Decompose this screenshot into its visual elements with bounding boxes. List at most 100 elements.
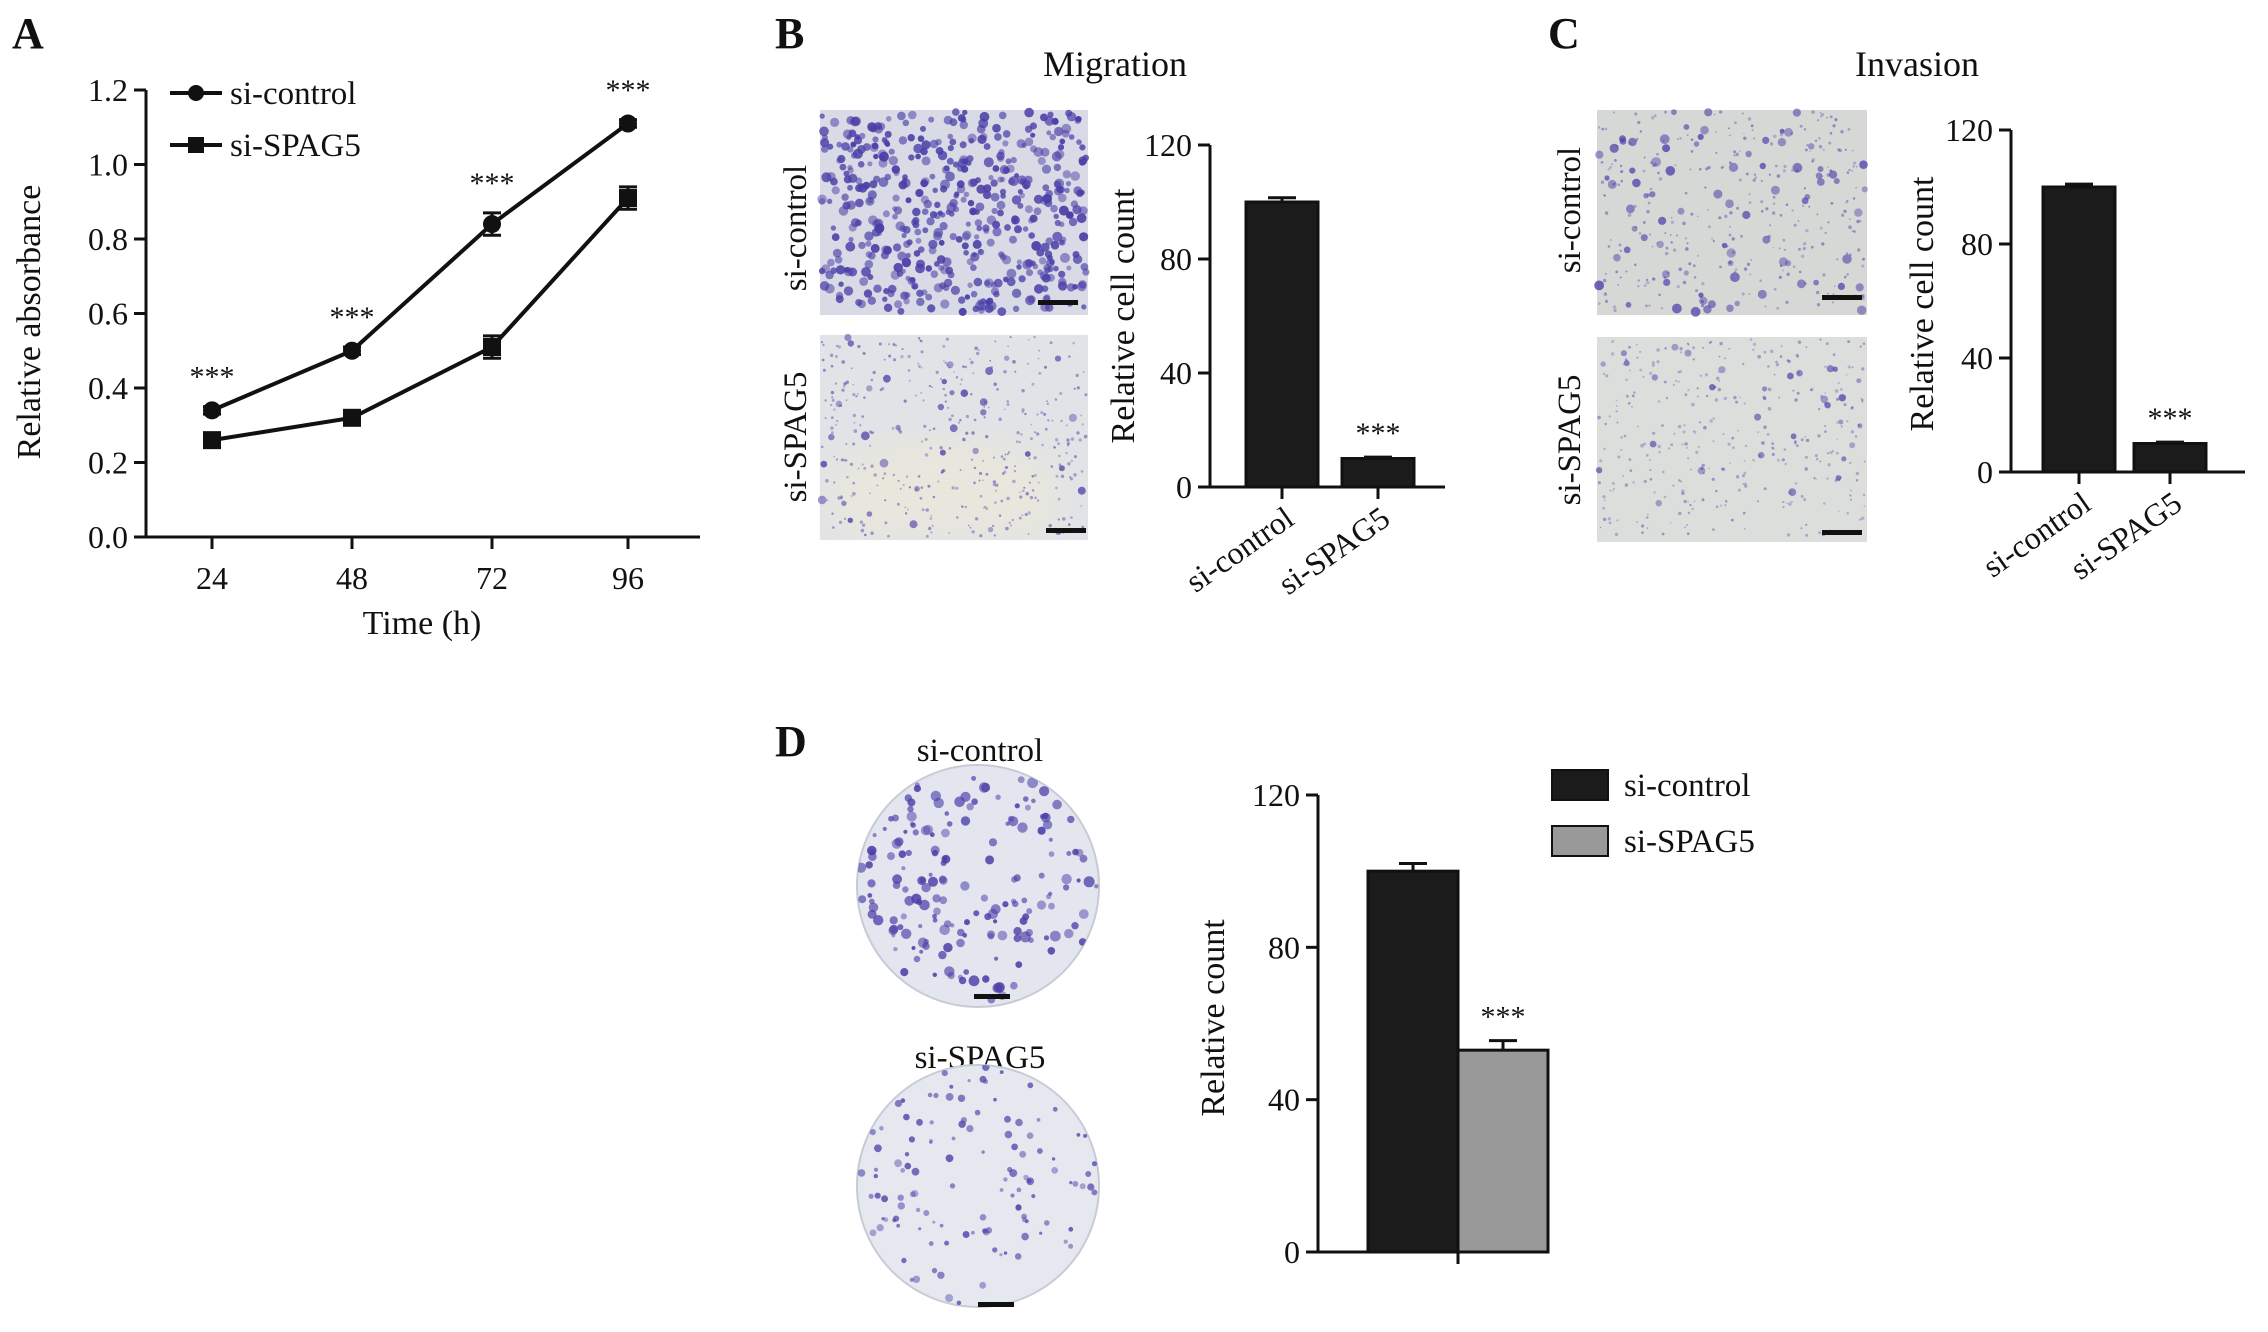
stained-cell — [1719, 341, 1723, 346]
stained-colony — [881, 1195, 889, 1203]
stained-cell — [869, 444, 872, 447]
stained-colony — [1066, 851, 1072, 856]
stained-cell — [1651, 245, 1654, 248]
stained-cell — [830, 416, 834, 419]
stained-cell — [1019, 192, 1025, 199]
stained-colony — [869, 849, 876, 856]
stained-cell — [1657, 400, 1661, 403]
stained-cell — [959, 141, 967, 149]
panel-b-y-tick-label: 40 — [1160, 355, 1192, 391]
stained-cell — [1623, 434, 1627, 438]
stained-cell — [937, 480, 940, 483]
stained-cell — [1608, 415, 1611, 418]
stained-cell — [1690, 306, 1701, 317]
data-point-si-control — [203, 401, 221, 420]
stained-cell — [958, 296, 966, 304]
stained-cell — [839, 163, 847, 171]
stained-colony — [919, 949, 924, 954]
stained-cell — [1742, 363, 1745, 366]
stained-cell — [907, 369, 911, 372]
stained-colony — [1002, 901, 1009, 908]
stained-colony — [912, 1275, 921, 1284]
stained-cell — [1723, 396, 1728, 401]
stained-cell — [999, 176, 1006, 183]
stained-cell — [1818, 137, 1821, 140]
stained-cell — [1006, 453, 1009, 456]
stained-cell — [1699, 167, 1702, 171]
stained-cell — [1643, 479, 1648, 484]
stained-cell — [1000, 499, 1004, 503]
stained-cell — [928, 239, 938, 249]
stained-cell — [1773, 373, 1776, 376]
stained-cell — [977, 134, 987, 144]
panel-d-significance-marker: *** — [1481, 1001, 1526, 1034]
stained-cell — [1718, 110, 1723, 114]
stained-cell — [1861, 264, 1865, 268]
stained-cell — [1006, 400, 1009, 403]
stained-cell — [838, 206, 849, 216]
stained-cell — [1728, 347, 1731, 350]
stained-cell — [1059, 138, 1066, 145]
stained-cell — [925, 534, 929, 538]
stained-cell — [1033, 473, 1037, 477]
stained-cell — [1076, 386, 1080, 390]
stained-cell — [1075, 116, 1082, 122]
stained-cell — [979, 471, 983, 475]
stained-cell — [1053, 213, 1059, 220]
stained-colony — [1004, 1115, 1011, 1123]
stained-colony — [879, 1126, 884, 1131]
stained-colony — [1051, 1157, 1056, 1161]
stained-cell — [883, 472, 887, 476]
stained-cell — [1062, 517, 1066, 521]
panel-b-bar-si-spag5 — [1340, 457, 1416, 489]
stained-colony — [971, 775, 977, 781]
stained-cell — [964, 505, 968, 509]
stained-cell — [923, 424, 927, 428]
stained-cell — [1076, 213, 1087, 224]
stained-cell — [1060, 419, 1063, 423]
stained-cell — [1603, 447, 1606, 450]
stained-cell — [904, 292, 911, 299]
stained-cell — [1027, 533, 1030, 535]
stained-cell — [1749, 338, 1753, 341]
stained-cell — [876, 484, 879, 487]
stained-cell — [1861, 367, 1865, 371]
stained-cell — [1004, 466, 1008, 470]
stained-cell — [1793, 223, 1797, 227]
stained-cell — [909, 520, 918, 529]
stained-cell — [1626, 394, 1629, 398]
stained-cell — [851, 218, 860, 228]
stained-cell — [1611, 163, 1613, 166]
stained-colony — [928, 872, 933, 877]
stained-cell — [986, 215, 997, 225]
stained-cell — [983, 506, 985, 509]
stained-colony — [1014, 803, 1020, 809]
stained-colony — [939, 896, 948, 905]
stained-colony — [981, 782, 991, 793]
stained-cell — [1073, 186, 1083, 195]
stained-cell — [1013, 470, 1017, 473]
stained-cell — [1784, 127, 1793, 137]
stained-cell — [1775, 363, 1780, 367]
stained-cell — [1741, 112, 1744, 115]
stained-cell — [1603, 292, 1608, 296]
stained-cell — [1021, 514, 1024, 517]
stained-cell — [1663, 495, 1667, 499]
stained-cell — [1741, 292, 1745, 296]
stained-cell — [1594, 280, 1604, 291]
stained-cell — [1614, 532, 1619, 537]
stained-cell — [976, 184, 986, 194]
data-point-si-spag5 — [203, 431, 221, 450]
stained-cell — [1002, 457, 1006, 461]
stained-cell — [1821, 242, 1825, 246]
stained-cell — [1030, 260, 1036, 267]
stained-cell — [1698, 292, 1704, 298]
stained-cell — [921, 367, 923, 369]
stained-cell — [1707, 165, 1711, 170]
panel-a-y-tick-label: 0.2 — [88, 445, 128, 481]
stained-cell — [925, 293, 933, 301]
stained-cell — [1797, 279, 1806, 289]
stained-colony — [1042, 820, 1053, 830]
stained-cell — [1646, 513, 1649, 516]
